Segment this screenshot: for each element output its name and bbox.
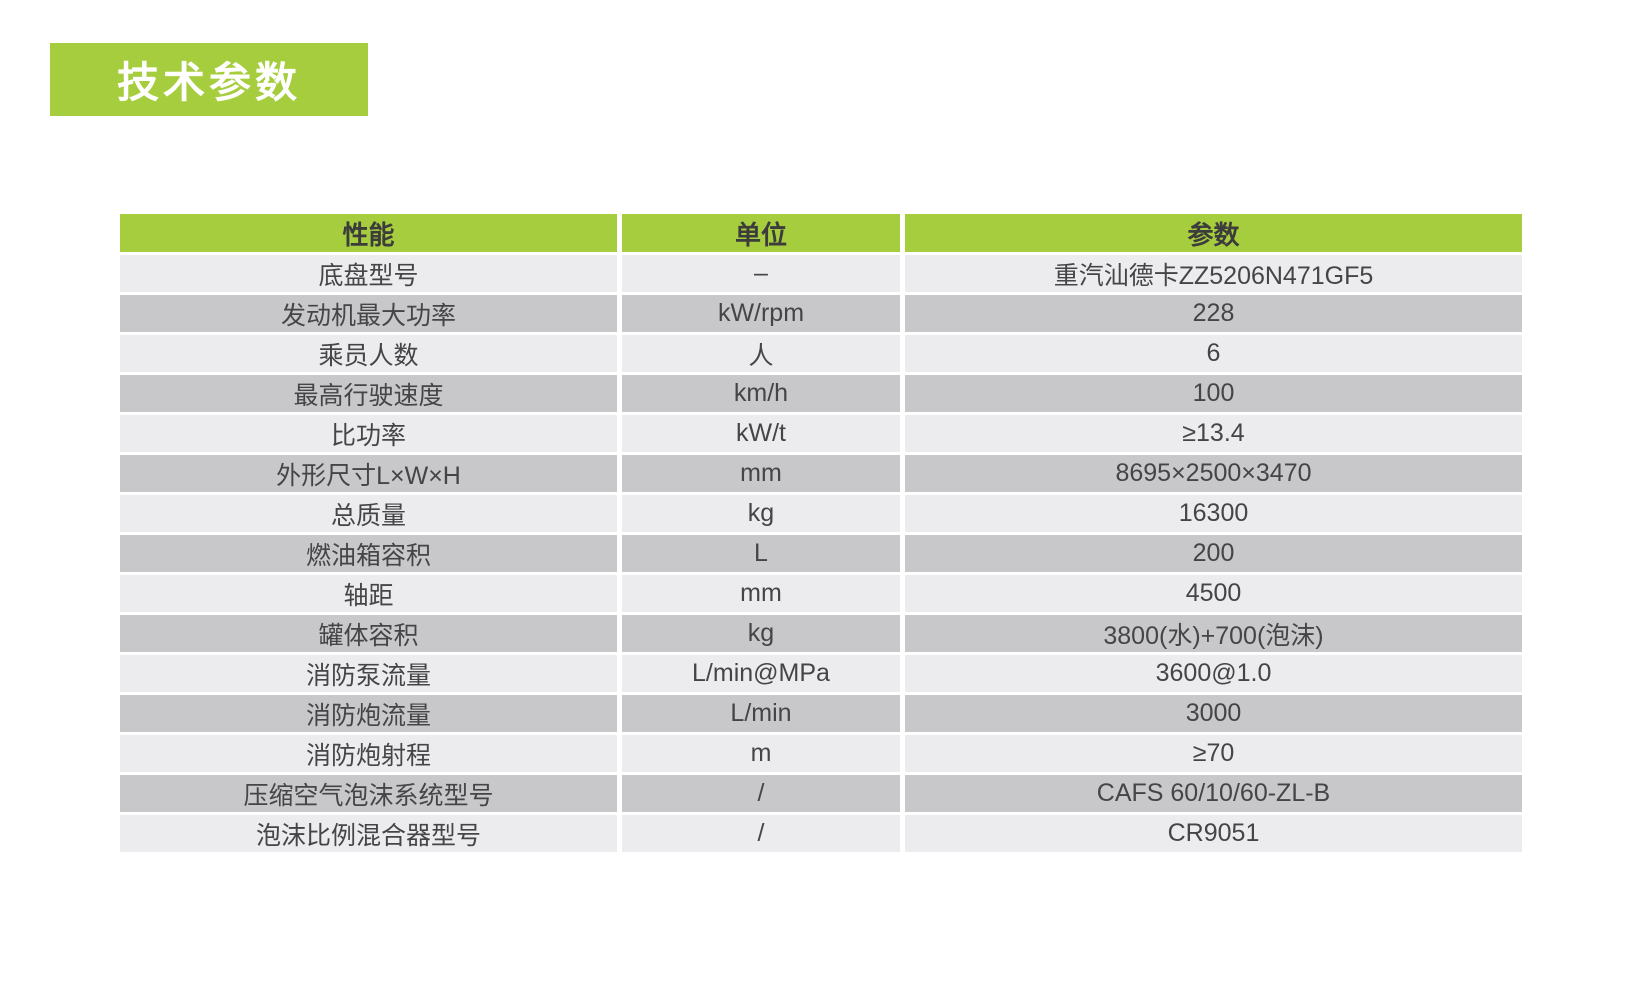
cell-performance: 发动机最大功率 (115, 292, 622, 335)
cell-unit: – (617, 252, 905, 295)
cell-parameter: 3000 (900, 692, 1527, 735)
cell-unit: L (617, 532, 905, 575)
cell-parameter: ≥13.4 (900, 412, 1527, 455)
cell-parameter: CR9051 (900, 812, 1527, 855)
cell-parameter: 16300 (900, 492, 1527, 535)
table-row: 消防泵流量 L/min@MPa 3600@1.0 (115, 652, 1527, 695)
cell-parameter: ≥70 (900, 732, 1527, 775)
cell-unit: mm (617, 452, 905, 495)
cell-parameter: 228 (900, 292, 1527, 335)
cell-parameter: CAFS 60/10/60-ZL-B (900, 772, 1527, 815)
cell-parameter: 200 (900, 532, 1527, 575)
table-row: 最高行驶速度 km/h 100 (115, 372, 1527, 415)
table-row: 外形尺寸L×W×H mm 8695×2500×3470 (115, 452, 1527, 495)
cell-unit: kg (617, 492, 905, 535)
table-row: 泡沫比例混合器型号 / CR9051 (115, 812, 1527, 855)
spec-table-header: 性能 单位 参数 (115, 211, 1527, 255)
spec-table: 性能 单位 参数 底盘型号 – 重汽汕德卡ZZ5206N471GF5 发动机最大功率 k… (115, 211, 1527, 855)
cell-parameter: 8695×2500×3470 (900, 452, 1527, 495)
table-row: 乘员人数人 6 (115, 332, 1527, 375)
cell-unit: L/min@MPa (617, 652, 905, 695)
cell-performance: 乘员人数 (115, 332, 622, 375)
cell-performance: 罐体容积 (115, 612, 622, 655)
cell-unit: km/h (617, 372, 905, 415)
table-row: 燃油箱容积 L 200 (115, 532, 1527, 575)
cell-parameter: 4500 (900, 572, 1527, 615)
cell-unit: 人 (617, 332, 905, 375)
cell-performance: 轴距 (115, 572, 622, 615)
cell-performance: 外形尺寸L×W×H (115, 452, 622, 495)
header-row: 性能 单位 参数 (115, 211, 1527, 255)
table-row: 底盘型号 – 重汽汕德卡ZZ5206N471GF5 (115, 252, 1527, 295)
page-title: 技术参数 (50, 43, 368, 116)
cell-unit: kg (617, 612, 905, 655)
table-row: 消防炮射程 m ≥70 (115, 732, 1527, 775)
cell-unit: m (617, 732, 905, 775)
cell-performance: 燃油箱容积 (115, 532, 622, 575)
cell-parameter: 6 (900, 332, 1527, 375)
cell-performance: 比功率 (115, 412, 622, 455)
column-header-unit: 单位 (617, 211, 905, 255)
table-row: 消防炮流量 L/min 3000 (115, 692, 1527, 735)
cell-unit: / (617, 812, 905, 855)
cell-parameter: 100 (900, 372, 1527, 415)
cell-performance: 消防炮射程 (115, 732, 622, 775)
cell-performance: 消防炮流量 (115, 692, 622, 735)
table-row: 罐体容积 kg 3800(水)+700(泡沫) (115, 612, 1527, 655)
table-row: 发动机最大功率 kW/rpm 228 (115, 292, 1527, 335)
cell-unit: kW/rpm (617, 292, 905, 335)
spec-table-body: 底盘型号 – 重汽汕德卡ZZ5206N471GF5 发动机最大功率 kW/rpm 228 乘… (115, 252, 1527, 855)
table-row: 比功率 kW/t ≥13.4 (115, 412, 1527, 455)
column-header-performance: 性能 (115, 211, 622, 255)
cell-performance: 底盘型号 (115, 252, 622, 295)
cell-performance: 总质量 (115, 492, 622, 535)
cell-performance: 消防泵流量 (115, 652, 622, 695)
cell-performance: 压缩空气泡沫系统型号 (115, 772, 622, 815)
cell-performance: 最高行驶速度 (115, 372, 622, 415)
cell-parameter: 重汽汕德卡ZZ5206N471GF5 (900, 252, 1527, 295)
cell-parameter: 3600@1.0 (900, 652, 1527, 695)
column-header-parameter: 参数 (900, 211, 1527, 255)
table-row: 轴距 mm 4500 (115, 572, 1527, 615)
cell-unit: / (617, 772, 905, 815)
table-row: 压缩空气泡沫系统型号 / CAFS 60/10/60-ZL-B (115, 772, 1527, 815)
cell-unit: kW/t (617, 412, 905, 455)
cell-parameter: 3800(水)+700(泡沫) (900, 612, 1527, 655)
cell-unit: mm (617, 572, 905, 615)
cell-unit: L/min (617, 692, 905, 735)
table-row: 总质量 kg 16300 (115, 492, 1527, 535)
cell-performance: 泡沫比例混合器型号 (115, 812, 622, 855)
